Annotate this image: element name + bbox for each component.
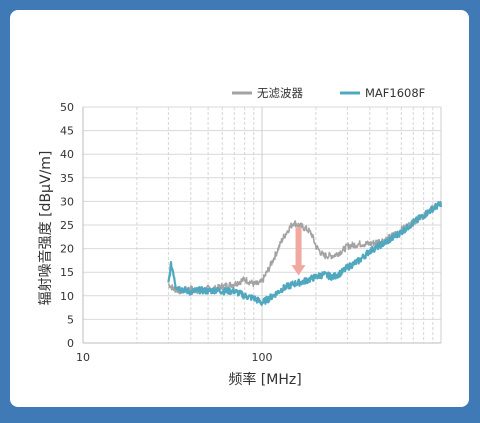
y-tick-label: 40 bbox=[60, 148, 74, 161]
y-tick-label: 20 bbox=[60, 243, 74, 256]
y-tick-label: 0 bbox=[67, 337, 74, 350]
down-arrow-icon bbox=[291, 227, 306, 276]
x-tick-label: 10 bbox=[76, 351, 90, 364]
legend-label-2: MAF1608F bbox=[365, 86, 425, 100]
chart-canvas: 0 5 10 15 20 25 30 35 40 45 50 10 100 无滤波器 MAF1608F 频… bbox=[37, 86, 443, 388]
series-line-2 bbox=[167, 201, 443, 306]
y-tick-label: 45 bbox=[60, 125, 74, 138]
grid bbox=[82, 106, 442, 344]
y-tick-label: 15 bbox=[60, 266, 74, 279]
annotation-layer bbox=[291, 227, 306, 276]
y-tick-label: 5 bbox=[67, 313, 74, 326]
legend-label-1: 无滤波器 bbox=[257, 86, 303, 100]
chart-card: 0 5 10 15 20 25 30 35 40 45 50 10 100 无滤波器 MAF1608F 频… bbox=[10, 10, 469, 407]
x-tick-label: 100 bbox=[252, 351, 273, 364]
axes: 0 5 10 15 20 25 30 35 40 45 50 10 100 bbox=[60, 101, 441, 364]
y-tick-label: 30 bbox=[60, 195, 74, 208]
x-axis-title: 频率 [MHz] bbox=[228, 371, 301, 388]
legend: 无滤波器 MAF1608F bbox=[232, 86, 425, 100]
y-axis-title: 辐射噪音强度 [dBμV/m] bbox=[37, 151, 54, 306]
series-lines bbox=[167, 201, 443, 306]
y-tick-label: 50 bbox=[60, 101, 74, 114]
y-tick-label: 35 bbox=[60, 172, 74, 185]
y-tick-label: 25 bbox=[60, 219, 74, 232]
y-tick-label: 10 bbox=[60, 290, 74, 303]
